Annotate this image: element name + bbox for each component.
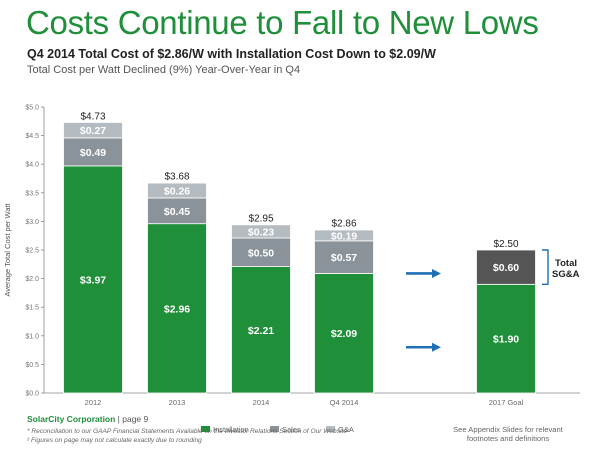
x-tick-label: 2014 xyxy=(253,398,270,407)
footnote-reconciliation: * Reconciliation to our GAAP Financial S… xyxy=(27,428,350,435)
bar-segment xyxy=(63,122,123,139)
y-tick-label: $0.0 xyxy=(25,391,39,398)
bar-value-label: $1.90 xyxy=(493,334,519,346)
legend-swatch xyxy=(326,426,335,432)
bar-value-label: $2.09 xyxy=(331,328,357,340)
bar-segment xyxy=(231,237,291,267)
bar-value-label: $2.21 xyxy=(248,325,274,337)
y-axis-label: Average Total Cost per Watt xyxy=(3,202,12,296)
bar-segment xyxy=(147,197,207,225)
y-tick-label: $0.5 xyxy=(25,362,39,369)
bar-value-label: $3.97 xyxy=(80,274,106,286)
bar-segment xyxy=(231,266,291,394)
bar-value-label: $0.49 xyxy=(80,147,106,159)
y-tick-label: $3.0 xyxy=(25,219,39,226)
bar-segment xyxy=(231,224,291,239)
sgna-bracket xyxy=(542,249,549,286)
bar-segment xyxy=(147,182,207,199)
bar-segment xyxy=(314,240,374,274)
x-tick-label: Q4 2014 xyxy=(330,398,359,407)
y-tick-label: $1.5 xyxy=(25,305,39,312)
bar-total-label: $2.95 xyxy=(248,213,273,224)
bar-value-label: $0.45 xyxy=(164,206,190,218)
sgna-label-line1: Total xyxy=(555,258,577,269)
page-subsubtitle: Total Cost per Watt Declined (9%) Year-O… xyxy=(27,64,301,76)
bar-segment xyxy=(314,229,374,242)
arrow-head-icon xyxy=(432,342,441,352)
legend-swatch xyxy=(270,426,279,432)
y-tick-label: $2.0 xyxy=(25,276,39,283)
bar-value-label: $0.19 xyxy=(331,230,357,242)
bar-total-label: $2.50 xyxy=(493,239,518,250)
bar-total-label: $2.86 xyxy=(331,218,356,229)
bar-value-label: $0.57 xyxy=(331,252,357,264)
y-tick-label: $2.5 xyxy=(25,248,39,255)
footer-brand: SolarCity Corporation | page 9 xyxy=(27,414,148,424)
x-tick-label: 2017 Goal xyxy=(489,398,524,407)
bar-value-label: $0.50 xyxy=(248,247,274,259)
bar-value-label: $0.23 xyxy=(248,226,274,238)
bar-segment xyxy=(476,249,536,285)
bar-segment xyxy=(63,137,123,167)
page-number: | page 9 xyxy=(115,414,149,424)
y-tick-label: $1.0 xyxy=(25,333,39,340)
bar-value-label: $0.27 xyxy=(80,125,106,137)
legend-label: G&A xyxy=(338,425,354,434)
x-tick-label: 2013 xyxy=(169,398,186,407)
legend-label: Installation xyxy=(213,425,249,434)
y-tick-label: $4.0 xyxy=(25,162,39,169)
bar-segment xyxy=(147,223,207,394)
y-tick-label: $5.0 xyxy=(25,105,39,112)
legend-swatch xyxy=(201,426,210,432)
legend-label: Sales xyxy=(282,425,301,434)
bar-segment xyxy=(63,165,123,394)
bar-segment xyxy=(476,283,536,394)
bar-value-label: $0.26 xyxy=(164,186,190,198)
bar-total-label: $3.68 xyxy=(164,172,189,183)
company-name: SolarCity Corporation xyxy=(27,414,116,424)
bar-value-label: $0.60 xyxy=(493,262,519,274)
bar-total-label: $4.73 xyxy=(80,111,105,122)
page-subtitle: Q4 2014 Total Cost of $2.86/W with Insta… xyxy=(27,47,436,61)
bar-value-label: $2.96 xyxy=(164,303,190,315)
bar-segment xyxy=(314,273,374,394)
arrow-head-icon xyxy=(432,268,441,278)
footnote-rounding: ² Figures on page may not calculate exac… xyxy=(27,437,202,444)
x-tick-label: 2012 xyxy=(85,398,102,407)
sgna-label-line2: SG&A xyxy=(552,269,580,280)
page-title: Costs Continue to Fall to New Lows xyxy=(26,4,539,41)
y-tick-label: $4.5 xyxy=(25,133,39,140)
y-tick-label: $3.5 xyxy=(25,190,39,197)
appendix-note: See Appendix Slides for relevant footnot… xyxy=(453,425,563,443)
